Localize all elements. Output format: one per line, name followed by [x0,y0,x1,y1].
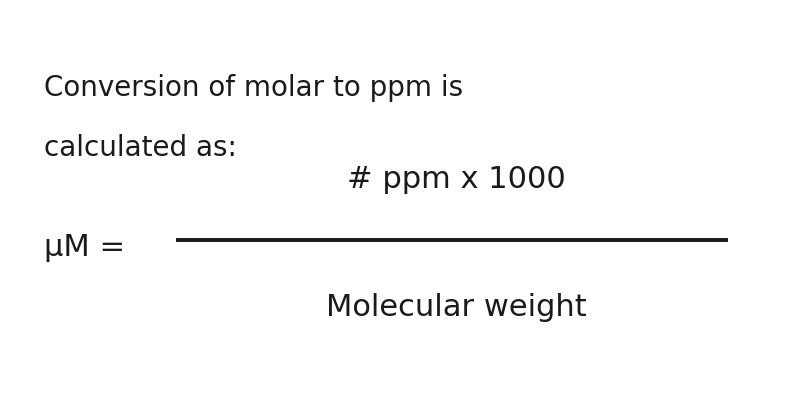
Text: Molecular weight: Molecular weight [326,294,586,322]
Text: calculated as:: calculated as: [44,134,237,162]
Text: Conversion of molar to ppm is: Conversion of molar to ppm is [44,74,463,102]
Text: # ppm x 1000: # ppm x 1000 [346,166,566,194]
Text: μM =: μM = [44,234,125,262]
